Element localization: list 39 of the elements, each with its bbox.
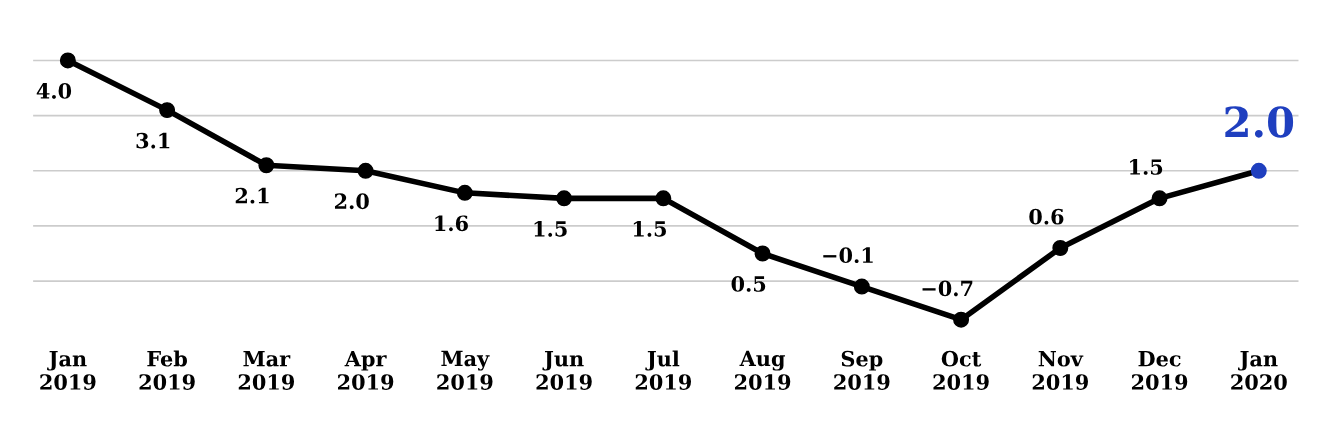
data-label: 2.0 — [334, 193, 369, 210]
point — [357, 162, 374, 179]
point — [1151, 190, 1168, 207]
data-label: 0.6 — [1029, 208, 1064, 225]
data-label: 2.0 — [1225, 106, 1294, 138]
data-label: 1.5 — [534, 220, 567, 237]
data-label: −0.7 — [922, 280, 973, 297]
x-tick-label: May 2019 — [437, 350, 493, 390]
x-tick-label: Dec 2019 — [1131, 351, 1188, 390]
point — [556, 190, 573, 207]
data-label: −0.1 — [823, 247, 873, 264]
x-tick-label: Jan 2020 — [1231, 351, 1287, 390]
x-tick-label: Sep 2019 — [834, 350, 890, 390]
x-tick-label: Apr 2019 — [338, 351, 394, 390]
data-label: 3.1 — [136, 132, 170, 149]
point — [1052, 240, 1069, 256]
point — [853, 278, 870, 295]
point — [159, 102, 176, 119]
data-label: 1.5 — [1130, 159, 1163, 175]
point — [258, 157, 275, 174]
x-tick-label: Jan 2019 — [40, 351, 96, 390]
point — [754, 245, 771, 262]
data-label: 2.1 — [235, 187, 269, 204]
x-tick-label: Nov 2019 — [1032, 351, 1088, 390]
point — [953, 311, 970, 328]
data-label: 1.6 — [435, 215, 468, 232]
point — [456, 184, 473, 201]
data-label: 1.5 — [633, 220, 666, 237]
data-label: 0.5 — [731, 276, 766, 292]
x-tick-label: Jun 2019 — [536, 351, 592, 390]
point — [1250, 162, 1267, 179]
x-tick-label: Aug 2019 — [734, 350, 791, 390]
x-tick-label: Oct 2019 — [933, 350, 989, 390]
x-tick-label: Mar 2019 — [238, 351, 295, 390]
data-label: 4.0 — [36, 83, 72, 99]
point — [655, 190, 672, 207]
point — [59, 52, 76, 69]
x-tick-label: Feb 2019 — [139, 350, 195, 390]
x-tick-label: Jul 2019 — [635, 350, 692, 390]
